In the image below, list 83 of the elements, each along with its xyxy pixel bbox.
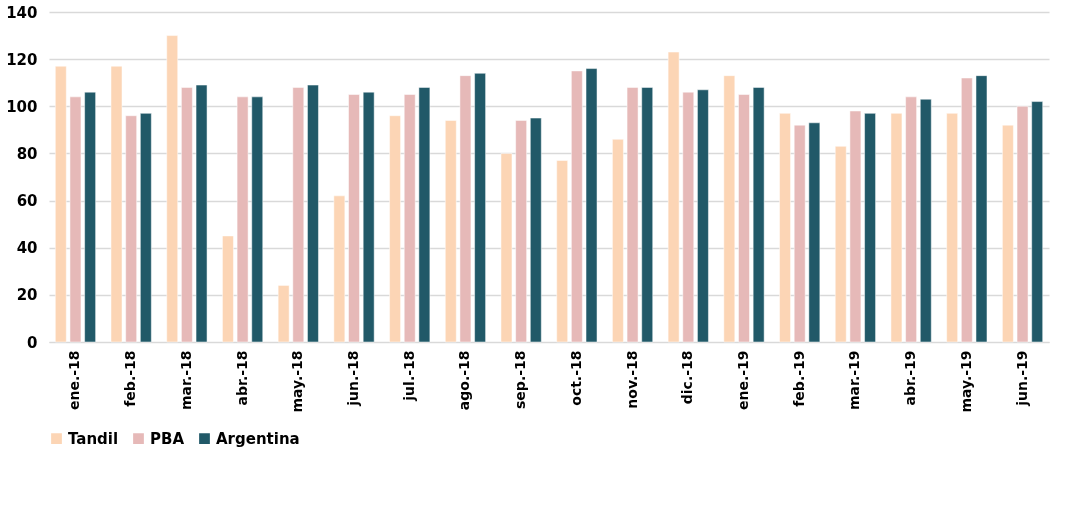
bar bbox=[571, 70, 583, 343]
bar bbox=[793, 124, 806, 343]
bar bbox=[975, 75, 988, 343]
x-tick-label: dic.-18 bbox=[679, 350, 696, 405]
y-tick-label: 100 bbox=[6, 97, 38, 116]
bar bbox=[110, 65, 123, 343]
bar bbox=[195, 84, 208, 343]
bar bbox=[181, 87, 193, 343]
bar bbox=[1031, 101, 1043, 343]
bar bbox=[890, 113, 903, 343]
bar bbox=[946, 113, 958, 343]
bar bbox=[236, 96, 249, 343]
bar bbox=[530, 117, 542, 343]
y-tick-label: 80 bbox=[16, 144, 38, 163]
x-tick-label: nov.-18 bbox=[623, 350, 640, 409]
x-tick-label: oct.-18 bbox=[567, 350, 584, 406]
bar bbox=[835, 146, 847, 343]
bar bbox=[849, 110, 862, 343]
bar bbox=[697, 89, 709, 343]
x-tick-label: feb.-19 bbox=[790, 350, 807, 407]
bar bbox=[864, 113, 876, 343]
bar bbox=[626, 87, 639, 343]
bar bbox=[55, 65, 67, 343]
x-tick-label: mar.-18 bbox=[177, 350, 194, 411]
x-tick-label: may.-19 bbox=[957, 350, 974, 413]
bar bbox=[445, 120, 457, 343]
bar bbox=[474, 73, 486, 343]
bar bbox=[808, 122, 821, 343]
bar bbox=[292, 87, 305, 343]
x-tick-label: jun.-18 bbox=[345, 350, 362, 407]
bar bbox=[166, 35, 178, 343]
bar bbox=[905, 96, 917, 343]
x-tick-label: ene.-18 bbox=[66, 350, 83, 411]
bar bbox=[961, 77, 973, 343]
bar bbox=[140, 113, 152, 343]
bar bbox=[307, 84, 319, 343]
y-tick-label: 40 bbox=[16, 239, 38, 258]
x-tick-label: abr.-18 bbox=[233, 350, 250, 406]
bar bbox=[667, 51, 680, 343]
bar bbox=[556, 160, 568, 343]
y-tick-label: 0 bbox=[27, 333, 38, 352]
bar bbox=[1002, 124, 1014, 343]
x-tick-label: abr.-19 bbox=[902, 350, 919, 406]
bar bbox=[682, 91, 695, 343]
bar bbox=[920, 98, 932, 343]
x-tick-label: mar.-19 bbox=[846, 350, 863, 411]
bar bbox=[389, 115, 401, 343]
x-tick-label: feb.-18 bbox=[122, 350, 139, 407]
legend-label: PBA bbox=[150, 429, 185, 448]
bar bbox=[418, 87, 431, 343]
bar bbox=[641, 87, 653, 343]
bar bbox=[277, 285, 290, 343]
x-tick-label: may.-18 bbox=[289, 350, 306, 413]
bar bbox=[515, 120, 527, 343]
bar bbox=[752, 87, 765, 343]
x-tick-label: ene.-19 bbox=[734, 350, 751, 411]
bar bbox=[69, 96, 82, 343]
bar bbox=[403, 94, 416, 343]
bar bbox=[459, 75, 472, 343]
bar bbox=[612, 139, 624, 343]
bar bbox=[738, 94, 750, 343]
bar bbox=[1016, 106, 1029, 343]
bar bbox=[333, 195, 346, 343]
x-tick-label: ago.-18 bbox=[456, 350, 473, 411]
bar bbox=[84, 91, 96, 343]
bar bbox=[500, 153, 513, 343]
bar bbox=[251, 96, 263, 343]
bar bbox=[362, 91, 375, 343]
bar bbox=[348, 94, 360, 343]
bar bbox=[779, 113, 791, 343]
bar bbox=[723, 75, 736, 343]
y-tick-label: 140 bbox=[6, 3, 38, 22]
y-tick-label: 60 bbox=[16, 192, 38, 211]
x-tick-label: sep.-18 bbox=[512, 350, 529, 409]
legend-label: Argentina bbox=[216, 429, 300, 448]
x-tick-label: jun.-19 bbox=[1013, 350, 1030, 407]
bar bbox=[585, 68, 598, 343]
bar bbox=[125, 115, 137, 343]
bar bbox=[222, 235, 234, 343]
x-tick-label: jul.-18 bbox=[400, 350, 417, 402]
y-tick-label: 20 bbox=[16, 286, 38, 305]
y-tick-label: 120 bbox=[6, 50, 38, 69]
legend-label: Tandil bbox=[68, 429, 119, 448]
